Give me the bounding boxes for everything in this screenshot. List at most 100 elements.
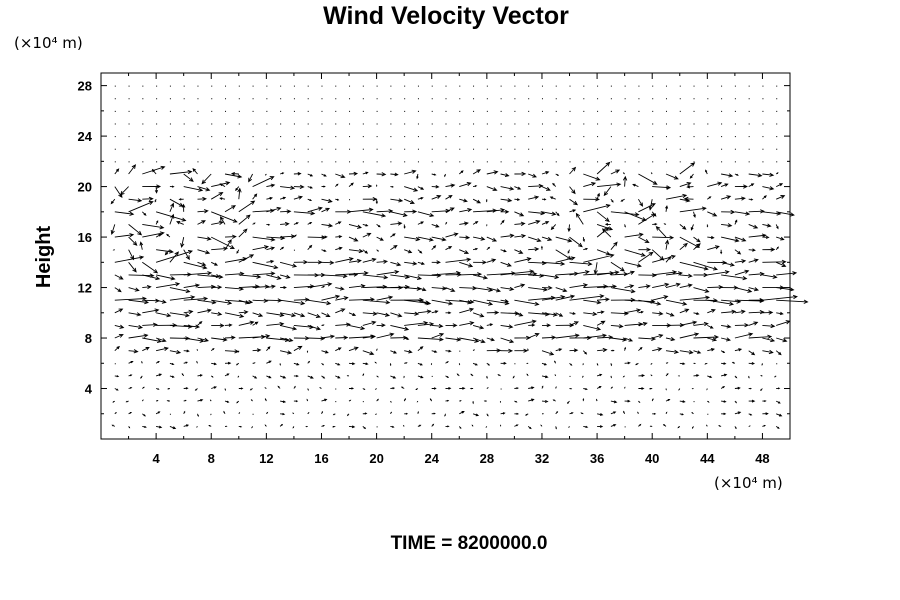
vector-arrow	[142, 161, 144, 163]
vector-arrow	[624, 136, 626, 138]
vector-arrow	[279, 324, 298, 331]
vector-arrow	[514, 171, 527, 177]
vector-arrow	[417, 411, 419, 414]
vector-arrow	[528, 173, 537, 178]
vector-arrow	[431, 387, 437, 390]
vector-arrow	[252, 261, 279, 270]
vector-arrow	[707, 85, 709, 87]
vector-arrow	[762, 195, 767, 200]
vector-arrow	[307, 136, 309, 138]
vector-arrow	[610, 85, 612, 87]
vector-arrow	[404, 148, 406, 150]
vector-arrow	[734, 98, 736, 100]
vector-arrow	[500, 233, 515, 238]
vector-arrow	[638, 110, 640, 112]
vector-arrow	[224, 234, 237, 239]
vector-arrow	[376, 98, 378, 100]
vector-arrow	[128, 360, 134, 364]
vector-arrow	[335, 375, 341, 379]
vector-arrow	[569, 348, 579, 353]
vector-arrow	[224, 400, 230, 403]
vector-arrow	[762, 172, 775, 177]
vector-arrow	[720, 386, 726, 389]
vector-arrow	[156, 346, 169, 352]
vector-arrow	[293, 184, 305, 190]
vector-arrow	[417, 98, 419, 100]
vector-arrow	[141, 360, 143, 364]
vector-arrow	[390, 161, 392, 163]
vector-arrow	[201, 173, 212, 185]
vector-arrow	[197, 236, 212, 241]
vector-arrow	[348, 171, 359, 176]
vector-arrow	[748, 136, 750, 138]
vector-arrow	[335, 161, 337, 163]
vector-arrow	[693, 85, 695, 87]
vector-arrow	[238, 200, 256, 213]
vector-arrow	[197, 123, 199, 125]
vector-arrow	[321, 350, 329, 354]
vector-arrow	[652, 347, 663, 352]
vector-arrow	[211, 299, 233, 305]
vector-arrow	[748, 209, 765, 214]
vector-arrow	[230, 171, 239, 176]
vector-arrow	[776, 271, 798, 276]
vector-arrow	[321, 235, 328, 239]
vector-arrow	[277, 385, 281, 389]
vector-arrow	[321, 260, 335, 265]
vector-arrow	[486, 136, 488, 138]
vector-arrow	[183, 361, 188, 364]
vector-arrow	[362, 171, 369, 175]
vector-arrow	[266, 274, 282, 280]
vector-arrow	[335, 362, 341, 366]
vector-arrow	[181, 373, 185, 377]
vector-arrow	[748, 198, 754, 201]
vector-arrow	[582, 350, 588, 355]
vector-arrow	[514, 257, 532, 263]
vector-arrow	[404, 320, 429, 326]
vector-arrow	[721, 98, 723, 100]
vector-arrow	[224, 323, 233, 327]
vector-arrow	[235, 362, 240, 366]
vector-arrow	[528, 123, 530, 125]
vector-arrow	[169, 85, 171, 87]
vector-arrow	[526, 373, 529, 377]
vector-arrow	[128, 148, 130, 150]
vector-arrow	[748, 173, 763, 178]
vector-arrow	[183, 249, 190, 261]
vector-arrow	[459, 235, 471, 240]
vector-arrow	[445, 287, 456, 292]
vector-arrow	[142, 223, 165, 230]
vector-arrow	[760, 374, 763, 377]
vector-arrow	[776, 161, 778, 163]
vector-arrow	[293, 345, 303, 352]
vector-arrow	[335, 257, 354, 263]
vector-arrow	[459, 170, 464, 175]
vector-arrow	[211, 110, 213, 112]
vector-arrow	[183, 296, 209, 301]
y-tick-label: 12	[78, 281, 92, 296]
vector-arrow	[252, 375, 258, 379]
vector-arrow	[580, 412, 584, 415]
vector-arrow	[472, 362, 478, 366]
vector-arrow	[679, 98, 681, 100]
vector-arrow	[776, 136, 778, 138]
vector-arrow	[734, 411, 742, 415]
vector-arrow	[280, 412, 286, 416]
vector-arrow	[541, 350, 555, 356]
vector-arrow	[155, 388, 160, 390]
vector-arrow	[280, 136, 282, 138]
vector-arrow	[266, 411, 269, 415]
vector-arrow	[321, 294, 341, 301]
vector-arrow	[528, 323, 536, 327]
vector-arrow	[472, 274, 489, 280]
y-tick-label: 16	[78, 230, 92, 245]
vector-arrow	[238, 161, 240, 163]
vector-arrow	[679, 206, 707, 213]
vector-arrow	[389, 363, 392, 367]
vector-arrow	[734, 219, 738, 225]
vector-arrow	[679, 413, 684, 416]
vector-arrow	[748, 309, 765, 315]
vector-arrow	[486, 387, 489, 389]
vector-arrow	[211, 148, 213, 150]
vector-arrow	[280, 400, 287, 404]
